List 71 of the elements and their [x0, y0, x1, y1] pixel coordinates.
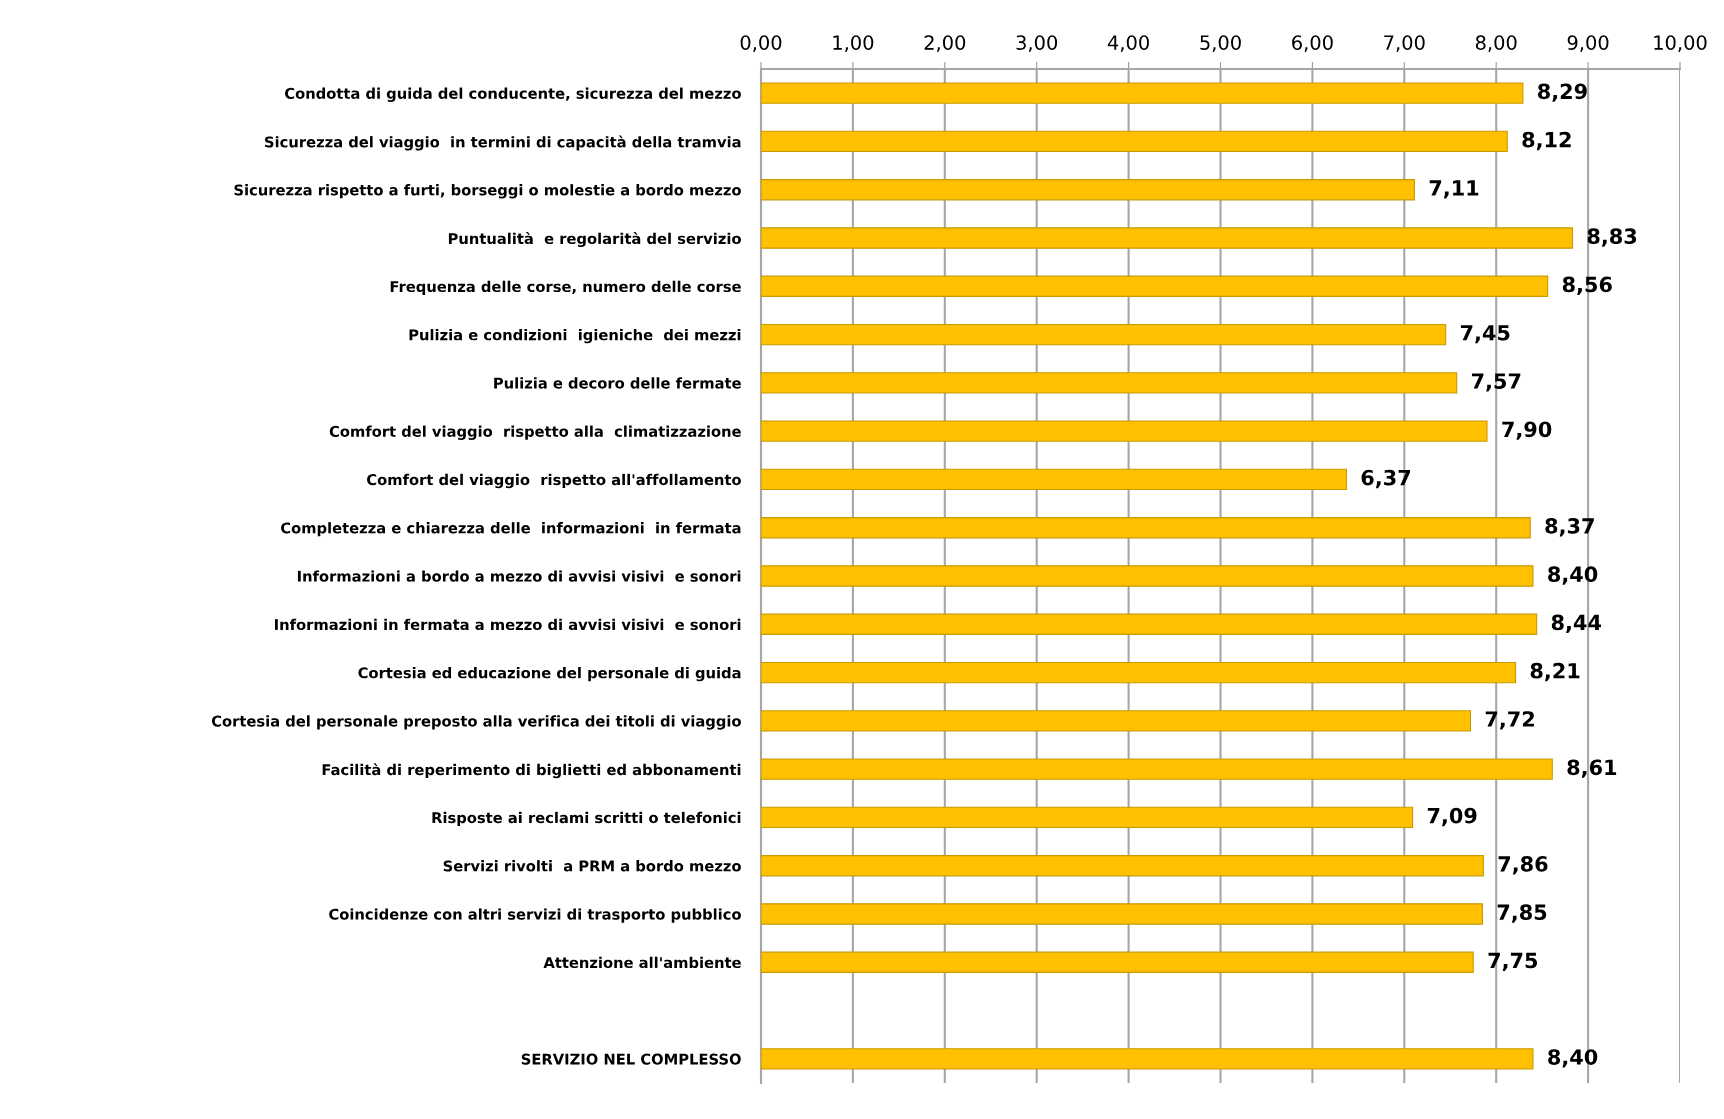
- bar: [761, 1048, 1534, 1070]
- x-tick-label: 6,00: [1292, 35, 1333, 52]
- data-label: 7,75: [1488, 952, 1538, 971]
- x-tick-label: 8,00: [1475, 35, 1517, 52]
- y-tick-label: Sicurezza rispetto a furti, borseggi o molestie a bordo mezzo: [234, 184, 741, 199]
- data-label: 8,56: [1562, 276, 1612, 295]
- bar: [761, 227, 1574, 249]
- data-label: 7,11: [1429, 180, 1479, 199]
- data-label: 8,44: [1551, 614, 1601, 633]
- y-tick-label: Comfort del viaggio rispetto all'affollamento: [367, 473, 741, 489]
- y-tick-label: Puntualità e regolarità del servizio: [448, 232, 741, 248]
- x-tick-label: 3,00: [1016, 35, 1058, 52]
- y-tick-label: Cortesia del personale preposto alla verifica dei titoli di viaggio: [211, 715, 741, 730]
- bar: [761, 661, 1517, 684]
- data-label: 8,61: [1567, 759, 1617, 778]
- bar: [761, 613, 1538, 635]
- data-label: 8,40: [1548, 1049, 1598, 1068]
- bar: [761, 468, 1347, 491]
- data-label: 7,57: [1471, 373, 1521, 392]
- data-label: 8,29: [1538, 83, 1587, 102]
- data-label: 8,37: [1545, 518, 1594, 537]
- data-label: 7,86: [1498, 856, 1548, 875]
- bar: [761, 372, 1458, 394]
- bar: [761, 517, 1531, 539]
- data-label: 7,45: [1460, 325, 1510, 344]
- bar: [761, 710, 1472, 732]
- x-tick-label: 2,00: [924, 35, 966, 52]
- data-label: 7,85: [1497, 904, 1547, 923]
- y-tick-label: Informazioni a bordo a mezzo di avvisi visivi e sonori: [297, 570, 741, 582]
- bar: [761, 323, 1447, 346]
- y-tick-label: Comfort del viaggio rispetto alla climatizzazione: [329, 425, 741, 440]
- data-label: 8,83: [1587, 228, 1637, 247]
- y-tick-label: Attenzione all'ambiente: [543, 956, 741, 969]
- bar: [761, 806, 1414, 829]
- x-tick-label: 0,00: [740, 35, 782, 52]
- y-tick-label: Completezza e chiarezza delle informazioni in fermata: [281, 522, 741, 537]
- x-tick-label: 5,00: [1200, 35, 1241, 52]
- bar: [761, 130, 1508, 153]
- y-tick-label: Cortesia ed educazione del personale di guida: [358, 666, 741, 682]
- y-tick-label: Coincidenze con altri servizi di trasporto pubblico: [329, 908, 741, 923]
- y-tick-label: SERVIZIO NEL COMPLESSO: [521, 1053, 741, 1065]
- y-tick-label: Servizi rivolti a PRM a bordo mezzo: [443, 860, 741, 872]
- y-tick-label: Informazioni in fermata a mezzo di avvisi visivi e sonori: [275, 618, 741, 631]
- x-tick-label: 9,00: [1567, 35, 1609, 52]
- bar: [761, 903, 1483, 925]
- y-tick-label: Sicurezza del viaggio in termini di capacità della tramvia: [265, 135, 741, 151]
- bar: [761, 420, 1488, 442]
- x-tick-label: 1,00: [833, 35, 874, 52]
- bar: [761, 275, 1549, 297]
- y-tick-label: Frequenza delle corse, numero delle corse: [390, 280, 741, 295]
- bar: [761, 758, 1553, 780]
- bar: [761, 82, 1524, 104]
- data-label: 7,72: [1485, 711, 1534, 730]
- bar: [761, 855, 1484, 877]
- x-tick-label: 10,00: [1654, 35, 1707, 52]
- x-tick-label: 4,00: [1107, 35, 1149, 52]
- y-tick-label: Pulizia e decoro delle fermate: [494, 377, 741, 389]
- bar: [761, 951, 1474, 973]
- bar: [761, 565, 1534, 587]
- data-label: 6,37: [1361, 469, 1411, 489]
- y-tick-label: Condotta di guida del conducente, sicurezza del mezzo: [285, 87, 741, 102]
- data-label: 8,12: [1522, 131, 1571, 151]
- data-label: 7,90: [1502, 421, 1552, 440]
- bar: [761, 179, 1415, 201]
- data-label: 8,21: [1530, 662, 1580, 682]
- y-tick-label: Risposte ai reclami scritti o telefonici: [432, 811, 741, 827]
- data-label: 7,09: [1427, 807, 1477, 827]
- data-label: 8,40: [1548, 566, 1598, 585]
- x-tick-label: 7,00: [1384, 35, 1425, 52]
- y-tick-label: Pulizia e condizioni igieniche dei mezzi: [409, 328, 741, 344]
- y-tick-label: Facilità di reperimento di biglietti ed abbonamenti: [322, 763, 741, 779]
